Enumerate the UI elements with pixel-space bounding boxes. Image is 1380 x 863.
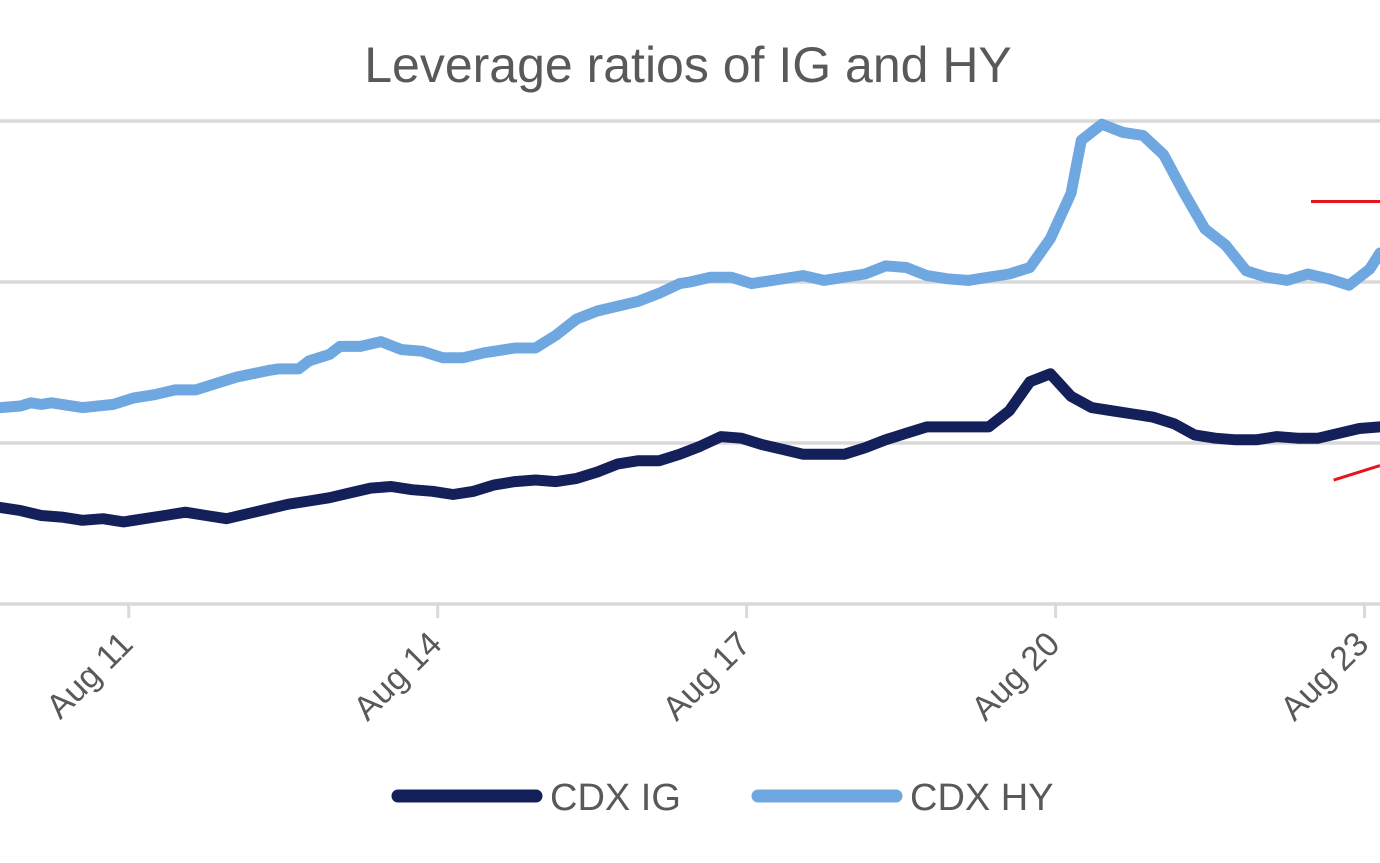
series-lines — [0, 118, 1380, 528]
legend: CDX IG CDX HY — [391, 777, 1054, 819]
x-tick-label-2: Aug 17 — [655, 625, 758, 728]
legend-label-cdx-ig: CDX IG — [550, 777, 681, 819]
x-tick-label-0: Aug 11 — [39, 625, 140, 726]
chart-title: Leverage ratios of IG and HY — [364, 37, 1012, 93]
legend-label-cdx-hy: CDX HY — [910, 777, 1054, 819]
x-tick-label-3: Aug 20 — [964, 625, 1067, 728]
series-line-cdx-ig — [0, 368, 1380, 528]
annotations — [1311, 200, 1380, 482]
x-tick-label-4: Aug 23 — [1273, 625, 1376, 728]
annotation-red-line-1 — [1333, 464, 1380, 482]
series-line-cdx-hy — [0, 118, 1380, 414]
gridlines — [0, 119, 1380, 606]
x-axis-ticks: Aug 11 Aug 14 Aug 17 Aug 20 Aug 23 — [39, 604, 1376, 728]
x-tick-label-1: Aug 14 — [346, 625, 449, 728]
